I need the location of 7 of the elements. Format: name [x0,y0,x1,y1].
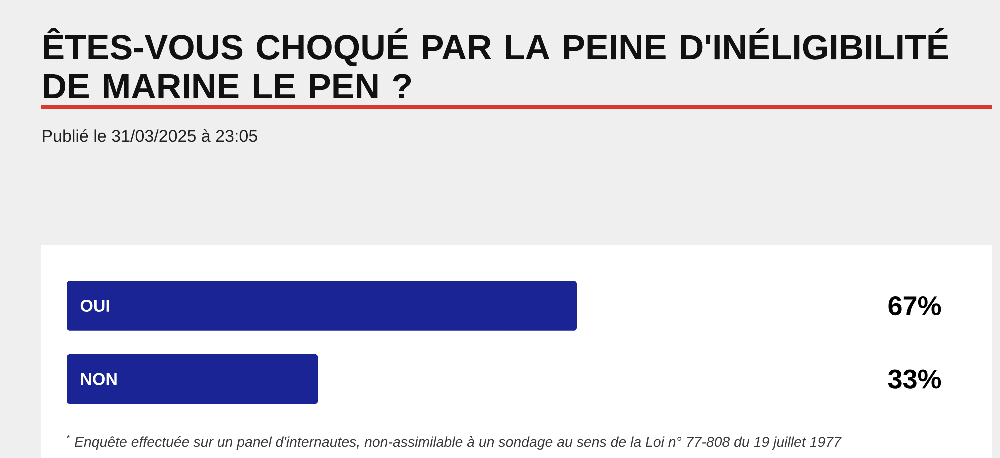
data-label: 67% [888,296,942,316]
chart-subtitle: Publié le 31/03/2025 à 23:05 [43,129,258,142]
y-tick-label: OUI [80,300,110,312]
text: $^{*}$ Enquête effectuée sur un panel d'internautes, non-assimilable à un sondage au sens de la Loi n° 77-808 du 19 juillet 1977 [66,434,842,450]
chart-title: ÊTES-VOUS CHOQUÉ PAR LA PEINE D'INÉLIGIBILITÉ DE MARINE LE PEN ? [44,28,948,99]
y-tick-label: NON [81,373,117,386]
data-label: 33% [888,370,942,389]
